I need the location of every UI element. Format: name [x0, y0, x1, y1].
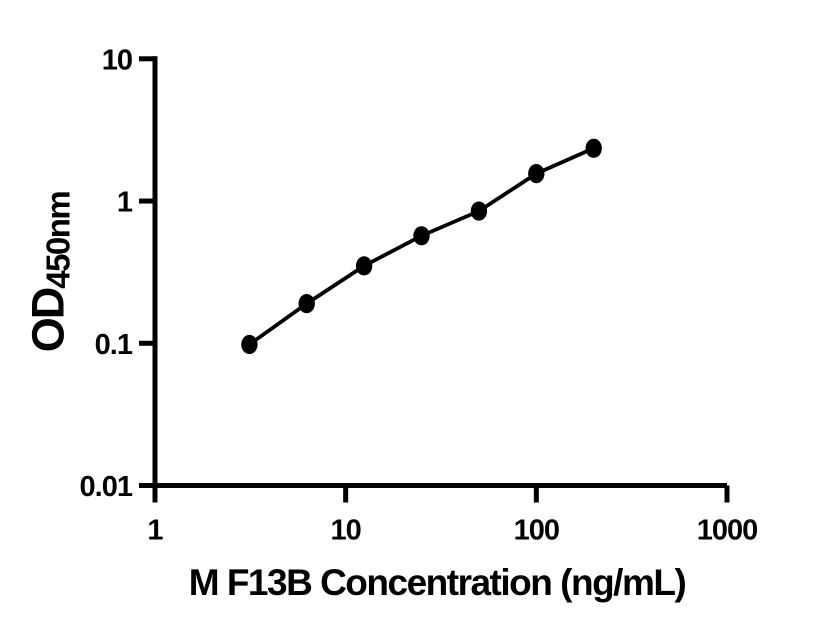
data-point	[241, 334, 258, 355]
y-tick-label: 1	[117, 187, 133, 219]
y-tick-label: 10	[102, 44, 132, 76]
y-axis-title: OD450nm	[23, 192, 78, 353]
x-tick-label: 100	[514, 515, 559, 547]
y-axis-title-subscript: 450nm	[39, 191, 77, 289]
x-tick-label: 1	[147, 515, 163, 547]
y-tick-label: 0.1	[95, 329, 133, 361]
axis-spines	[152, 56, 727, 488]
data-point	[413, 226, 430, 246]
x-tick-label: 1000	[697, 515, 758, 547]
data-point	[585, 138, 602, 158]
data-point	[355, 256, 373, 276]
y-axis-title-main: OD	[22, 288, 74, 353]
data-point	[298, 294, 315, 314]
data-point	[528, 164, 545, 184]
y-tick-label: 0.01	[80, 471, 133, 503]
data-point	[470, 201, 488, 221]
x-tick-label: 10	[331, 515, 361, 547]
x-axis-title: M F13B Concentration (ng/mL)	[188, 562, 687, 603]
